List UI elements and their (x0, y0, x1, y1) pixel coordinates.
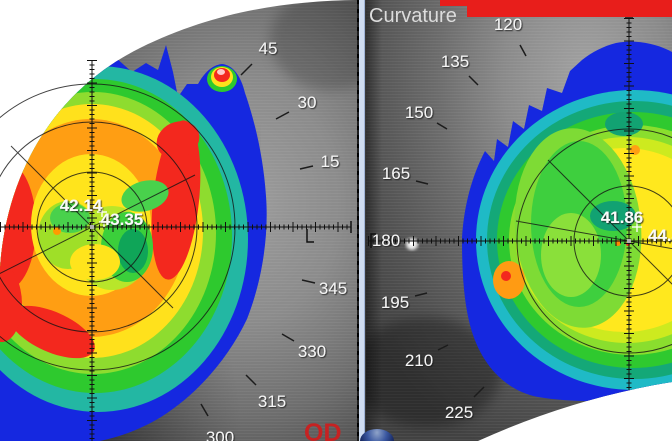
angle-label-330: 330 (298, 342, 326, 361)
angle-label-180: 180 (372, 231, 400, 250)
panel-divider (357, 0, 366, 441)
angle-label-120: 120 (494, 15, 522, 34)
angle-label-345: 345 (319, 279, 347, 298)
angle-label-210: 210 (405, 351, 433, 370)
left-topography-map[interactable]: 45 30 15 345 330 315 300 42.14 43.35 (0, 0, 357, 441)
left-axes (0, 60, 352, 441)
angle-label-195: 195 (381, 293, 409, 312)
right-angle-ticks (414, 44, 527, 398)
eye-globe-icon[interactable] (360, 429, 394, 441)
right-axes (368, 17, 672, 390)
k-value-steep-left: 43.35 (101, 210, 144, 229)
angle-label-150: 150 (405, 103, 433, 122)
left-angle-ticks (200, 63, 316, 417)
angle-label-15: 15 (321, 152, 340, 171)
left-k-markers (97, 207, 109, 227)
red-banner (440, 0, 672, 17)
angle-label-30: 30 (298, 93, 317, 112)
angle-label-315: 315 (258, 392, 286, 411)
k-value-flat-right: 41.86 (601, 208, 644, 227)
angle-label-300: 300 (206, 428, 234, 441)
angle-label-165: 165 (382, 164, 410, 183)
angle-label-45: 45 (259, 39, 278, 58)
angle-label-225: 225 (445, 403, 473, 422)
panel-title: Curvature (369, 5, 457, 27)
right-map-panel[interactable]: 120 135 150 165 180 195 210 225 41.86 44… (366, 0, 672, 441)
angle-label-135: 135 (441, 52, 469, 71)
right-k-marker (632, 222, 642, 232)
hotspot-blob (207, 66, 237, 92)
eye-side-label: OD (304, 420, 342, 441)
k-value-flat-left: 42.14 (60, 196, 103, 215)
left-map-panel[interactable]: 45 30 15 345 330 315 300 42.14 43.35 (0, 0, 357, 441)
right-topography-map[interactable]: 120 135 150 165 180 195 210 225 41.86 44… (366, 0, 672, 441)
k-value-steep-right: 44.4 (648, 226, 672, 245)
